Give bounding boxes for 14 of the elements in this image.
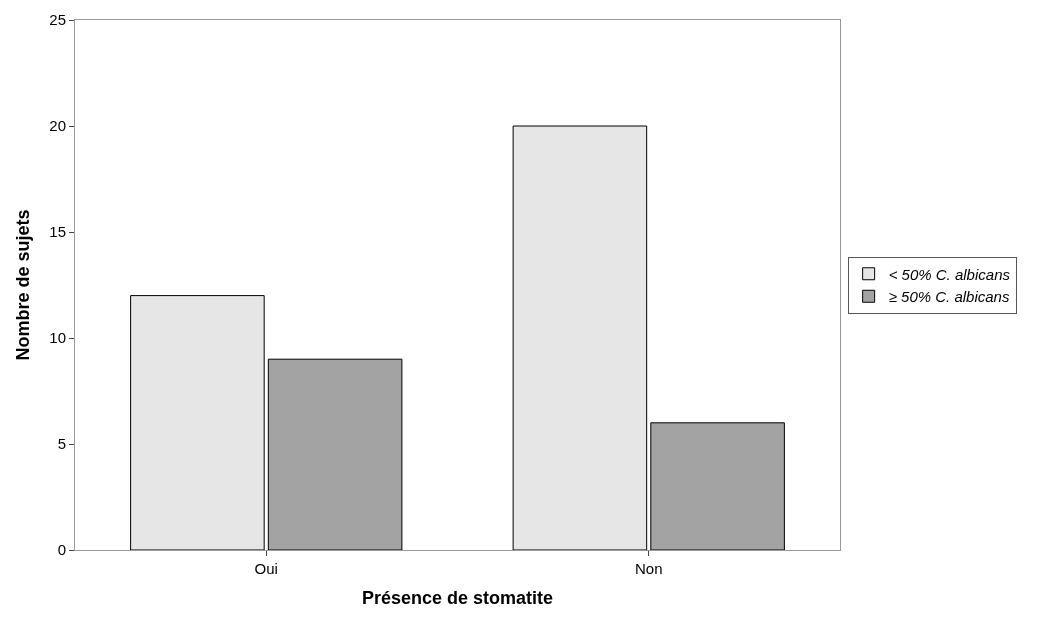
y-tick-label: 20 xyxy=(49,117,66,135)
legend-label: ≥ 50% C. albicans xyxy=(888,288,1010,306)
legend-label: < 50% C. albicans xyxy=(888,265,1011,283)
x-tick-label: Non xyxy=(634,560,663,577)
y-tick-label: 5 xyxy=(57,435,66,453)
y-tick-label: 0 xyxy=(57,541,66,559)
y-axis-title: Nombre de sujets xyxy=(12,209,33,361)
bar xyxy=(512,125,648,550)
x-tick-label: Oui xyxy=(254,560,278,577)
y-tick-label: 25 xyxy=(49,11,66,29)
bar xyxy=(130,295,265,550)
y-tick-label: 10 xyxy=(49,329,66,347)
y-tick-label: 15 xyxy=(49,223,66,241)
x-axis-title: Présence de stomatite xyxy=(361,588,554,609)
